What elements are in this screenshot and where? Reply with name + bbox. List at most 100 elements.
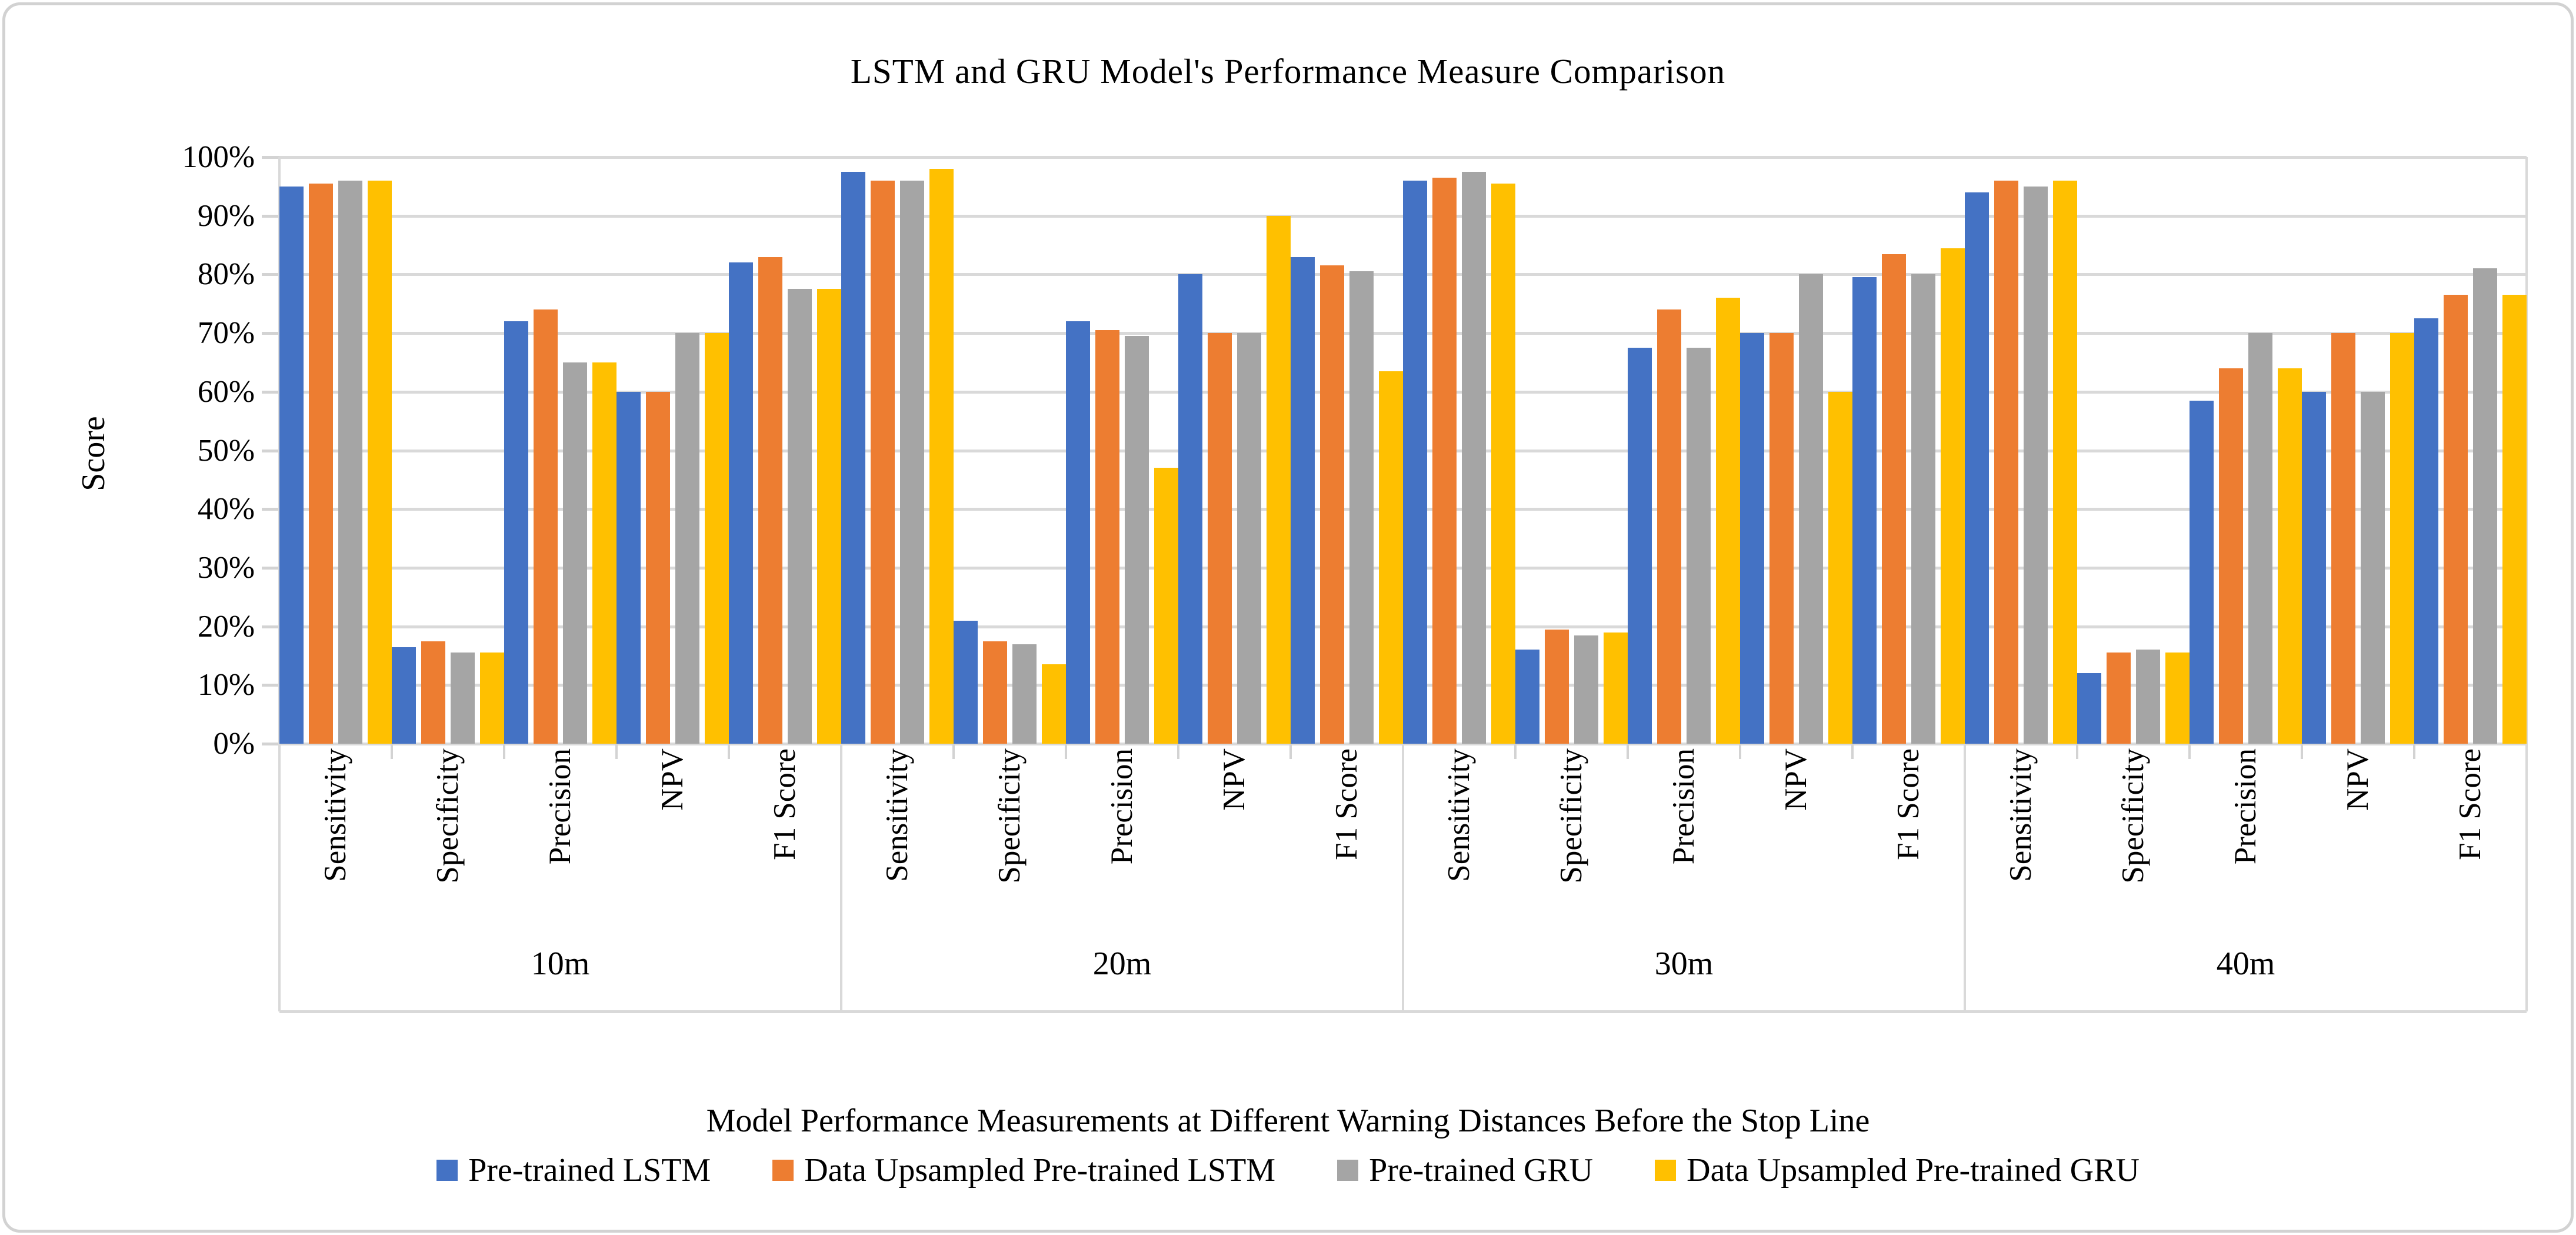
- bar: [1716, 298, 1741, 744]
- legend-swatch-icon: [1655, 1160, 1677, 1181]
- metric-label: Precision: [504, 748, 616, 918]
- bar-cluster: [1515, 157, 1628, 744]
- bar: [1828, 391, 1853, 744]
- chart-title: LSTM and GRU Model's Performance Measure…: [850, 52, 1726, 91]
- group-label: 20m: [1092, 946, 1152, 982]
- bar: [1379, 371, 1404, 744]
- bar: [899, 180, 925, 744]
- x-axis-tick: [1065, 744, 1067, 759]
- bar: [1657, 309, 1682, 744]
- bar: [2278, 368, 2302, 744]
- metric-label: Specificity: [954, 748, 1066, 918]
- bar-cluster: [1852, 157, 1965, 744]
- x-axis-title: Model Performance Measurements at Differ…: [706, 1103, 1870, 1139]
- metric-label: F1 Score: [2414, 748, 2527, 918]
- metric-label: F1 Score: [1852, 748, 1965, 918]
- y-axis-tick: [262, 273, 279, 277]
- bar: [2331, 333, 2356, 744]
- y-tick-label: 30%: [197, 550, 255, 585]
- metric-label: NPV: [2302, 748, 2414, 918]
- bar: [728, 262, 753, 744]
- bar: [675, 333, 700, 744]
- bar: [1461, 171, 1487, 744]
- bar: [1686, 348, 1711, 744]
- bar-cluster: [2301, 157, 2415, 744]
- metric-label: NPV: [1178, 748, 1291, 918]
- metric-label: Precision: [2190, 748, 2302, 918]
- category-axis-bottom-line: [279, 1010, 2527, 1013]
- bar: [1769, 333, 1794, 744]
- bar: [1178, 274, 1202, 744]
- bar: [645, 391, 671, 744]
- bar-cluster: [1964, 157, 2078, 744]
- bar: [2472, 268, 2498, 744]
- metric-label-text: Precision: [1667, 748, 1701, 865]
- legend: Pre-trained LSTM Data Upsampled Pre-train…: [5, 1151, 2571, 1189]
- legend-swatch-icon: [1337, 1160, 1359, 1181]
- bar: [2502, 295, 2527, 744]
- x-axis-tick: [1514, 744, 1517, 759]
- bar-cluster: [1178, 157, 1291, 744]
- bar: [841, 171, 865, 744]
- y-axis-tick: [262, 743, 279, 745]
- bar-cluster: [279, 157, 392, 744]
- bar: [2390, 333, 2415, 744]
- bar-cluster: [1627, 157, 1741, 744]
- bar: [1544, 629, 1569, 744]
- bar-cluster: [616, 157, 729, 744]
- x-axis-tick: [2413, 744, 2415, 759]
- bar: [480, 653, 505, 744]
- group-label: 40m: [2216, 946, 2275, 982]
- bar: [982, 641, 1008, 744]
- bar: [1604, 632, 1628, 744]
- bar: [1012, 644, 1037, 744]
- y-tick-label: 10%: [197, 668, 255, 703]
- metric-label: Precision: [1066, 748, 1178, 918]
- metric-label: Specificity: [392, 748, 504, 918]
- y-axis-tick: [262, 508, 279, 511]
- y-tick-label: 100%: [182, 140, 255, 174]
- metric-label-text: F1 Score: [1891, 748, 1925, 860]
- y-tick-label: 0%: [213, 727, 255, 761]
- bar: [1852, 277, 1877, 744]
- bar: [616, 391, 641, 744]
- legend-item: Data Upsampled Pre-trained LSTM: [772, 1151, 1275, 1189]
- y-tick-label: 50%: [197, 433, 255, 468]
- metric-label-text: F1 Score: [768, 748, 802, 860]
- x-axis-tick: [1851, 744, 1854, 759]
- bar: [929, 168, 954, 744]
- y-tick-label: 80%: [197, 257, 255, 292]
- metric-label-text: NPV: [655, 748, 689, 811]
- legend-label: Pre-trained LSTM: [468, 1152, 711, 1189]
- legend-label: Pre-trained GRU: [1369, 1152, 1594, 1189]
- bar: [1237, 333, 1262, 744]
- metric-label-text: Sensitivity: [1442, 748, 1476, 882]
- bar: [1095, 330, 1120, 744]
- metric-label-text: F1 Score: [2453, 748, 2487, 860]
- metric-label: F1 Score: [1291, 748, 1403, 918]
- bar: [1964, 192, 1989, 744]
- bar: [1432, 177, 1457, 744]
- metric-label: Specificity: [1515, 748, 1628, 918]
- legend-item: Data Upsampled Pre-trained GRU: [1655, 1151, 2140, 1189]
- y-tick-label: 20%: [197, 609, 255, 644]
- bar: [1574, 635, 1599, 744]
- bar-cluster: [391, 157, 505, 744]
- bar: [1267, 215, 1291, 744]
- metric-label: Sensitivity: [1965, 748, 2077, 918]
- x-axis-tick: [2301, 744, 2303, 759]
- bar-cluster: [1739, 157, 1853, 744]
- group-label: 30m: [1654, 946, 1714, 982]
- group-separator: [278, 744, 281, 1011]
- metric-label-text: NPV: [2341, 748, 2375, 811]
- bar: [279, 186, 304, 744]
- bar: [1798, 274, 1824, 744]
- bar: [1994, 180, 2019, 744]
- bar: [1065, 321, 1090, 744]
- bar: [953, 620, 978, 744]
- bar: [870, 180, 895, 744]
- bar: [1124, 336, 1149, 744]
- metric-label-text: Precision: [2228, 748, 2262, 865]
- bar: [368, 180, 392, 744]
- x-axis-tick: [1177, 744, 1179, 759]
